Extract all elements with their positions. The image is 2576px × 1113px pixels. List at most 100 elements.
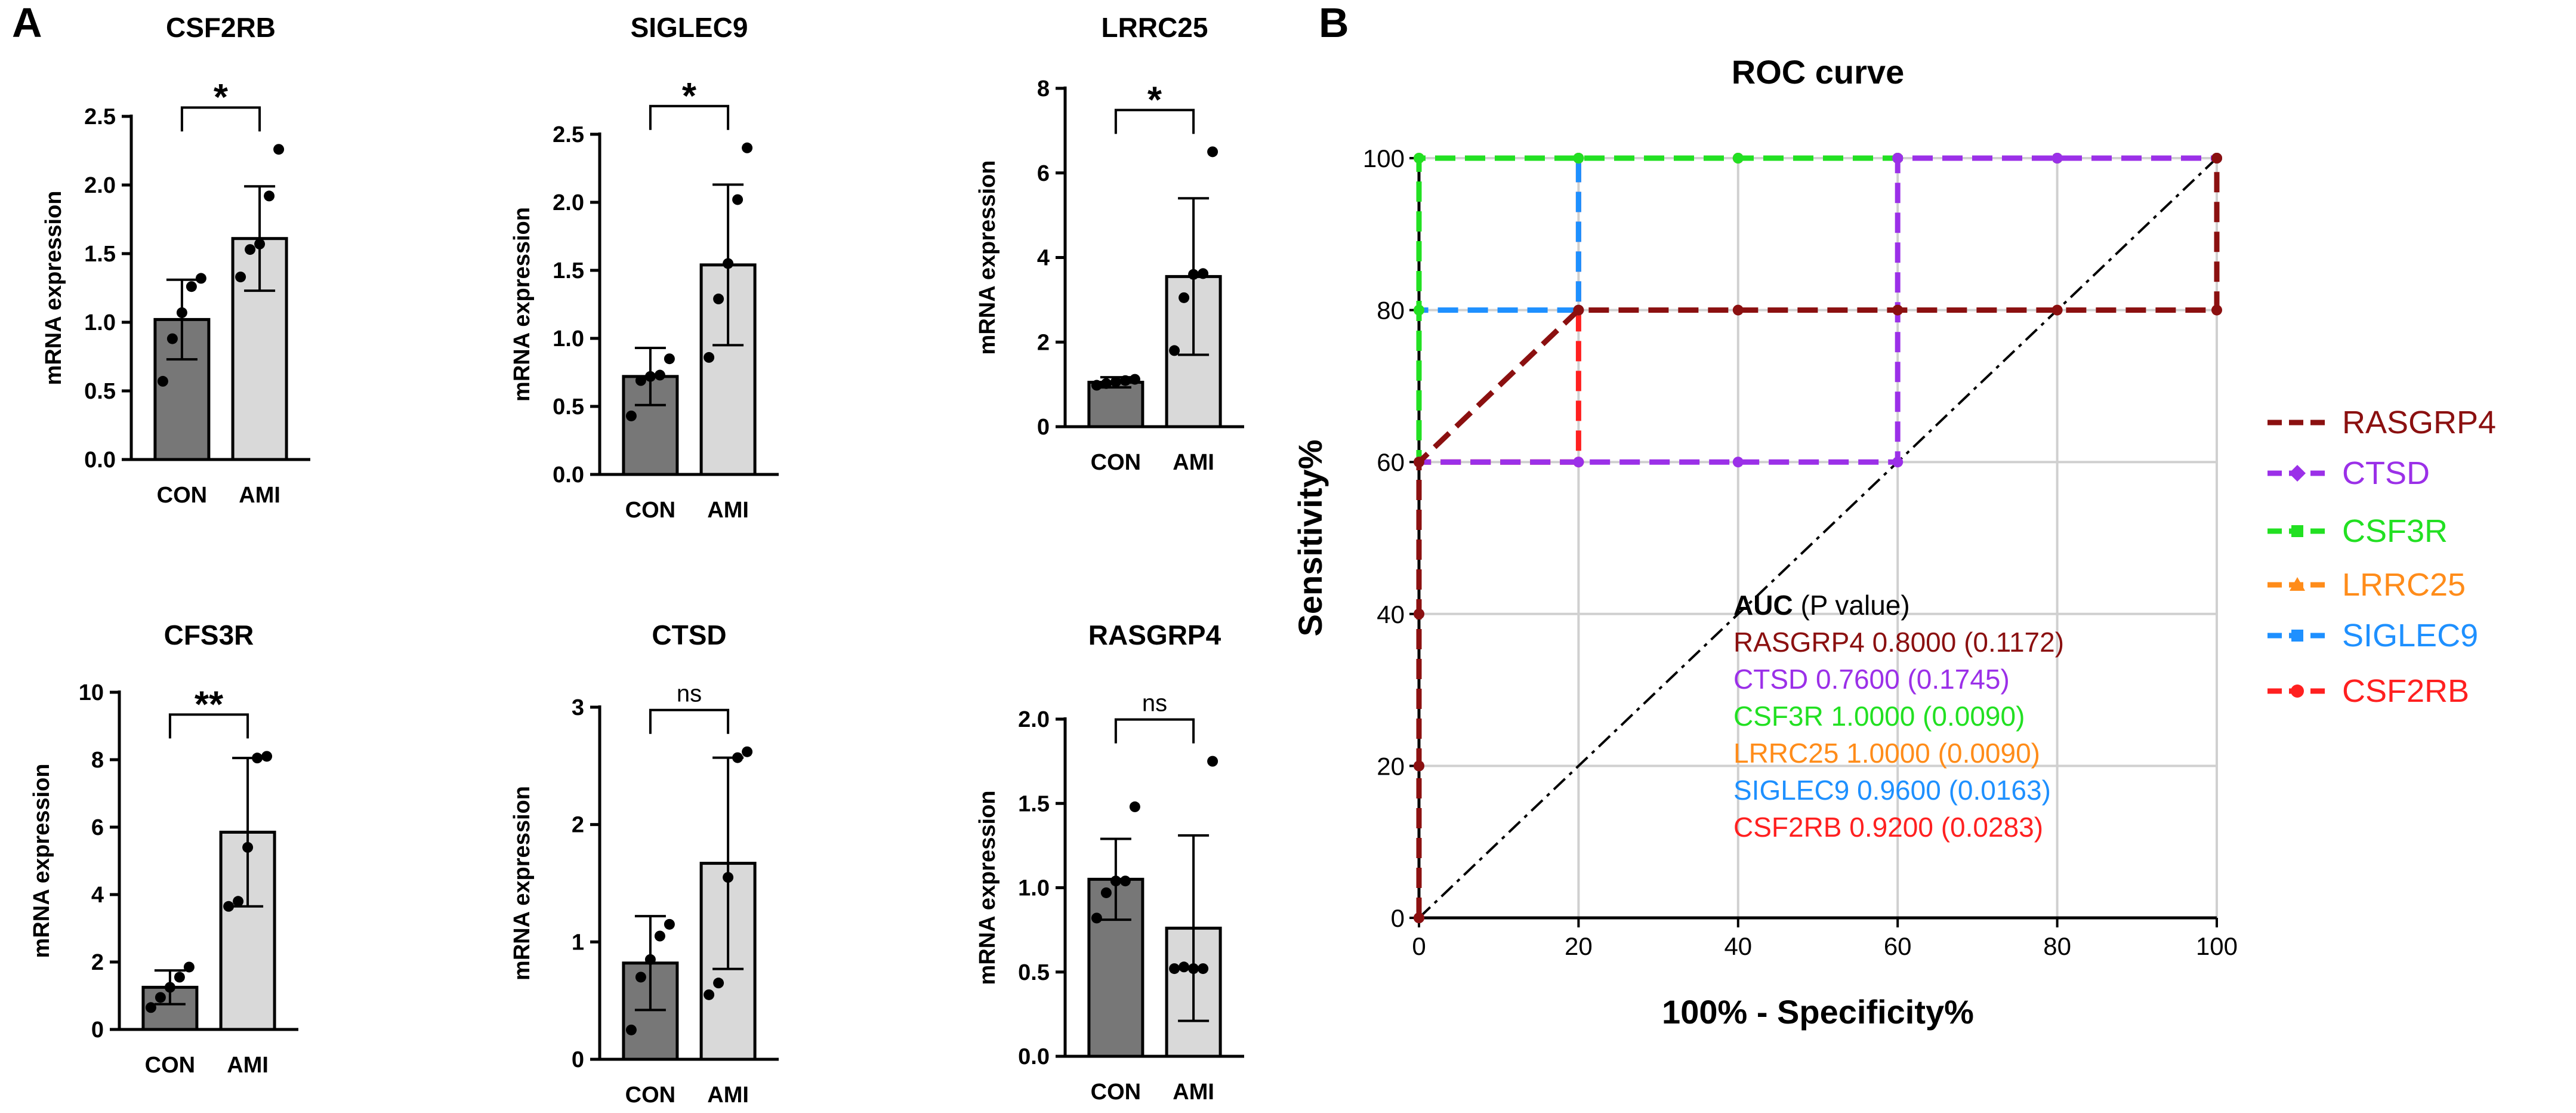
data-point — [644, 371, 656, 382]
data-point — [1110, 875, 1121, 887]
data-point — [704, 352, 715, 363]
y-tick-label: 2 — [572, 813, 584, 838]
data-point — [1207, 756, 1218, 767]
roc-series-rasgrp4 — [1414, 153, 2222, 923]
significance-label: ** — [195, 684, 224, 725]
y-tick-label: 0.0 — [84, 448, 116, 473]
legend-item-csf3r: CSF3R — [2268, 513, 2448, 549]
data-point — [261, 751, 273, 762]
data-point — [742, 746, 753, 757]
data-point — [1188, 963, 1199, 975]
significance-bracket — [168, 713, 249, 739]
y-tick-label: 8 — [1037, 76, 1050, 101]
auc-line-2: CSF3R 1.0000 (0.0090) — [1733, 701, 2025, 732]
significance-label: * — [214, 77, 229, 118]
legend-item-ctsd: CTSD — [2268, 455, 2430, 491]
data-point — [195, 273, 206, 284]
legend-label: LRRC25 — [2342, 567, 2466, 603]
roc-point — [1573, 304, 1584, 316]
roc-point — [1732, 457, 1744, 468]
y-tick-label: 0.5 — [553, 394, 584, 420]
panel-label-a: A — [12, 0, 42, 46]
bar-chart-2: LRRC25 0 2 4 6 8 mRNA expression CON AMI * — [975, 12, 1244, 475]
bar-chart-1: SIGLEC9 0.0 0.5 1.0 1.5 2.0 2.5 mRNA expression… — [510, 12, 779, 523]
legend-marker-circle — [2291, 685, 2304, 698]
y-tick-label: 6 — [91, 815, 104, 840]
y-tick-label: 80 — [1377, 297, 1405, 325]
y-tick-label: 2 — [91, 950, 104, 975]
data-point — [264, 190, 275, 202]
data-point — [704, 989, 715, 1000]
y-tick-label: 0.5 — [84, 379, 116, 404]
data-point — [1110, 376, 1121, 387]
data-point — [186, 281, 197, 292]
y-tick-label: 0 — [91, 1018, 104, 1043]
data-point — [1207, 146, 1218, 158]
roc-point — [1414, 304, 1424, 316]
data-point — [635, 375, 646, 386]
data-point — [245, 244, 256, 255]
y-tick-label: 3 — [572, 695, 584, 720]
y-axis-label: mRNA expression — [41, 191, 66, 386]
data-point — [254, 238, 266, 249]
x-tick-label: 80 — [2043, 932, 2071, 960]
data-point — [1169, 963, 1180, 975]
roc-point — [1892, 153, 1904, 164]
chart-title: CFS3R — [164, 619, 254, 650]
significance-label: * — [1147, 79, 1162, 121]
data-point — [732, 194, 744, 205]
significance-bracket — [649, 708, 730, 734]
chart-title: LRRC25 — [1102, 12, 1208, 43]
x-tick-label: CON — [1091, 1080, 1141, 1105]
data-point — [155, 992, 166, 1003]
data-point — [157, 375, 168, 387]
y-tick-label: 2.0 — [553, 190, 584, 215]
y-tick-label: 0.5 — [1018, 960, 1050, 985]
roc-x-axis-label: 100% - Specificity% — [1662, 993, 1974, 1031]
y-tick-label: 2.5 — [84, 104, 116, 130]
data-point — [1119, 375, 1131, 386]
data-point — [742, 142, 753, 153]
bar-chart-5: RASGRP4 0.0 0.5 1.0 1.5 2.0 mRNA expression CON… — [975, 619, 1244, 1105]
data-point — [235, 272, 246, 283]
data-point — [1129, 801, 1140, 812]
bar-charts: CSF2RB 0.0 0.5 1.0 1.5 2.0 2.5 mRNA expression C… — [29, 12, 1244, 1108]
data-point — [713, 978, 724, 989]
y-tick-label: 1.0 — [553, 326, 584, 352]
x-tick-label: AMI — [1173, 1080, 1214, 1105]
y-tick-label: 2.5 — [553, 122, 584, 147]
x-tick-label: 40 — [1724, 932, 1752, 960]
legend-label: CTSD — [2342, 455, 2430, 491]
roc-point — [1414, 608, 1424, 619]
y-tick-label: 1.0 — [1018, 876, 1050, 901]
bar-chart-3: CFS3R 0 2 4 6 8 10 mRNA expression CON AMI ** — [29, 619, 298, 1078]
legend-item-lrrc25: LRRC25 — [2268, 567, 2466, 603]
data-point — [625, 1024, 637, 1035]
y-axis-label: mRNA expression — [510, 786, 535, 981]
data-point — [723, 872, 734, 883]
data-point — [273, 144, 285, 155]
y-tick-label: 1.5 — [1018, 791, 1050, 816]
roc-point — [1732, 153, 1744, 164]
data-point — [644, 954, 656, 965]
roc-point — [1414, 457, 1424, 468]
data-point — [1091, 912, 1102, 924]
significance-bracket — [180, 106, 261, 132]
data-point — [166, 333, 178, 344]
x-tick-label: CON — [157, 483, 207, 508]
y-tick-label: 2 — [1037, 330, 1050, 355]
roc-legend: RASGRP4 CTSD CSF3R LRRC25 SIGLEC9 CSF2RB — [2268, 405, 2496, 709]
y-tick-label: 2.0 — [84, 173, 116, 198]
chart-title: CSF2RB — [166, 12, 276, 43]
x-tick-label: AMI — [1173, 450, 1214, 475]
roc-point — [1892, 457, 1904, 468]
x-tick-label: AMI — [707, 1083, 749, 1108]
legend-marker-square — [2291, 525, 2303, 537]
data-point — [145, 1002, 156, 1013]
data-point — [1188, 269, 1199, 280]
bar-chart-4: CTSD 0 1 2 3 mRNA expression CON AMI ns — [510, 619, 779, 1108]
auc-line-4: SIGLEC9 0.9600 (0.0163) — [1733, 775, 2051, 806]
x-tick-label: CON — [145, 1053, 195, 1078]
